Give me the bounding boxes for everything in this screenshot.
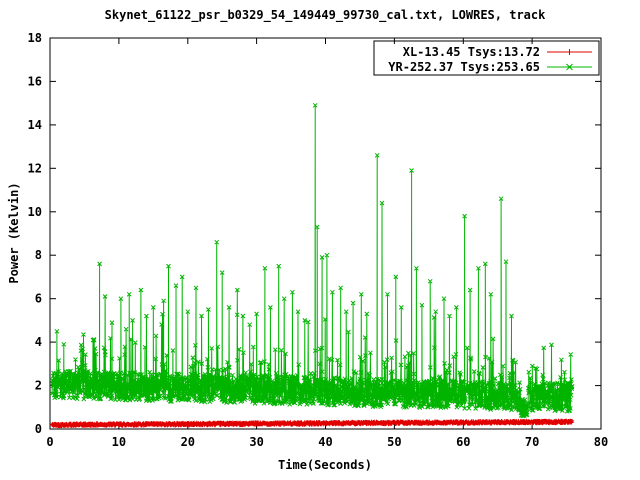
svg-text:2: 2 bbox=[35, 379, 42, 393]
series-yr-line bbox=[51, 105, 573, 418]
svg-text:50: 50 bbox=[387, 435, 401, 449]
svg-text:80: 80 bbox=[594, 435, 608, 449]
x-axis-label: Time(Seconds) bbox=[278, 458, 372, 472]
svg-text:60: 60 bbox=[456, 435, 470, 449]
chart-title: Skynet_61122_psr_b0329_54_149449_99730_c… bbox=[104, 8, 546, 22]
svg-text:18: 18 bbox=[28, 31, 42, 45]
svg-text:10: 10 bbox=[112, 435, 126, 449]
svg-text:6: 6 bbox=[35, 292, 42, 306]
svg-text:16: 16 bbox=[28, 74, 42, 88]
svg-text:20: 20 bbox=[181, 435, 195, 449]
svg-text:0: 0 bbox=[46, 435, 53, 449]
svg-text:10: 10 bbox=[28, 205, 42, 219]
x-axis-tick-labels: 0 10 20 30 40 50 60 70 80 bbox=[46, 435, 608, 449]
y-axis-tick-labels: 0 2 4 6 8 10 12 14 16 18 bbox=[28, 31, 42, 436]
svg-text:30: 30 bbox=[249, 435, 263, 449]
series-xl-markers bbox=[50, 418, 575, 429]
svg-text:0: 0 bbox=[35, 422, 42, 436]
legend-label: XL-13.45 Tsys:13.72 bbox=[403, 45, 540, 59]
svg-text:70: 70 bbox=[525, 435, 539, 449]
y-axis-ticks bbox=[50, 37, 601, 430]
legend-label: YR-252.37 Tsys:253.65 bbox=[388, 60, 540, 74]
svg-text:40: 40 bbox=[318, 435, 332, 449]
svg-text:14: 14 bbox=[28, 118, 42, 132]
svg-text:4: 4 bbox=[35, 335, 42, 349]
svg-text:12: 12 bbox=[28, 161, 42, 175]
series-yr-markers bbox=[49, 102, 575, 419]
svg-text:8: 8 bbox=[35, 248, 42, 262]
